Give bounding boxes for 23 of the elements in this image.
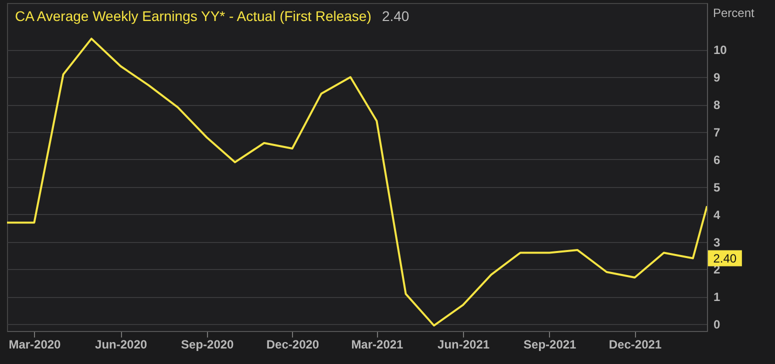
x-tick-label: Jun-2021 <box>438 338 490 352</box>
chart-title: CA Average Weekly Earnings YY* - Actual (First Release) <box>15 8 372 24</box>
y-tick-label: 1 <box>714 290 720 304</box>
x-tick-label: Sep-2021 <box>524 338 577 352</box>
y-tick-label: 4 <box>714 208 720 222</box>
y-tick-label: 9 <box>714 70 720 85</box>
y-axis-title: Percent <box>713 6 756 20</box>
y-tick-label: 10 <box>714 43 728 58</box>
y-tick-label: 0 <box>714 318 720 332</box>
line-series <box>7 38 707 327</box>
x-tick-label: Dec-2021 <box>608 338 662 352</box>
y-tick-label: 3 <box>714 235 720 250</box>
y-tick-label: 7 <box>714 126 720 140</box>
annotation: 2.40 <box>382 8 410 24</box>
y-tick-label: 8 <box>714 98 720 112</box>
y-tick-label: 5 <box>714 180 720 194</box>
x-tick-label: Jun-2020 <box>95 338 148 352</box>
x-tick-label: Dec-2020 <box>266 338 320 352</box>
x-tick-label: Mar-2020 <box>8 338 62 352</box>
x-tick-label: Mar-2021 <box>351 338 404 352</box>
y-tick-label: 6 <box>714 152 720 167</box>
x-tick-label: Sep-2020 <box>181 338 234 352</box>
annotation: 2.40 <box>713 251 737 266</box>
